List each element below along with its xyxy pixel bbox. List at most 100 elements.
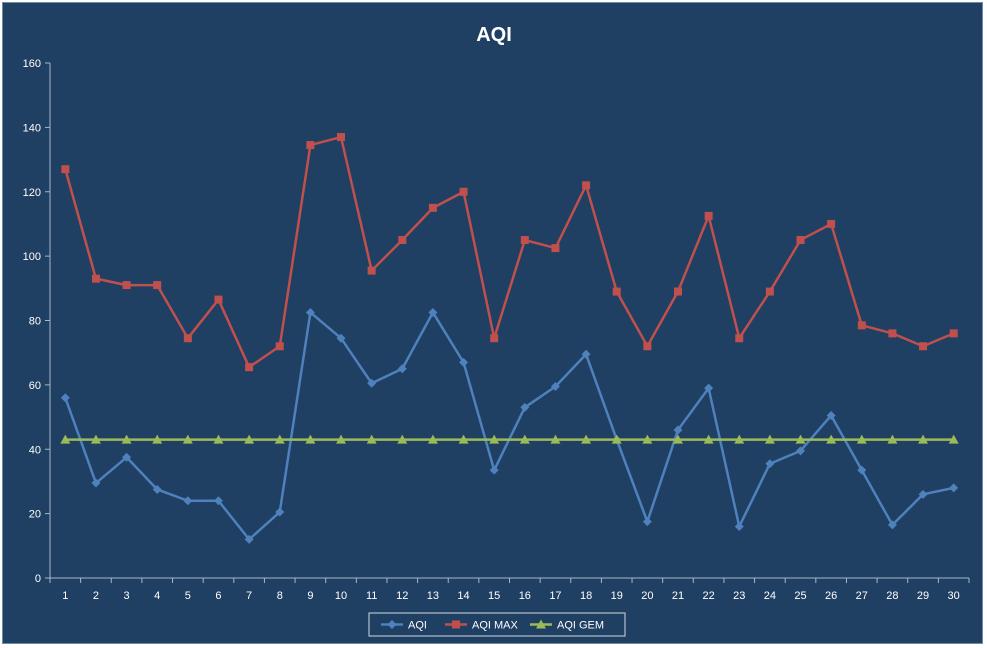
data-point-aqi [275, 507, 285, 517]
data-point-aqi-gem [489, 434, 500, 444]
data-point-aqi-gem [734, 434, 745, 444]
x-tick-label: 10 [335, 590, 347, 602]
data-point-aqi [826, 410, 836, 420]
series-line-aqi-max [64, 135, 955, 369]
x-tick-label: 29 [917, 590, 929, 602]
x-tick-label: 16 [519, 590, 531, 602]
data-point-aqi-gem [642, 434, 653, 444]
data-point-aqi-max [888, 329, 897, 338]
x-tick-label: 26 [825, 590, 837, 602]
data-point-aqi-max [398, 236, 407, 245]
data-point-aqi-max [919, 342, 928, 351]
data-point-aqi-max [949, 329, 958, 338]
data-point-aqi [152, 484, 162, 494]
x-tick-label: 17 [549, 590, 561, 602]
data-point-aqi-gem [121, 434, 132, 444]
data-point-aqi-gem [826, 434, 837, 444]
data-point-aqi-max [551, 244, 560, 253]
data-point-aqi [459, 357, 469, 367]
series-layer [60, 133, 959, 544]
data-point-aqi-gem [519, 434, 530, 444]
data-point-aqi [428, 307, 438, 317]
data-point-aqi-gem [244, 434, 255, 444]
x-tick-label: 28 [886, 590, 898, 602]
x-tick-label: 22 [702, 590, 714, 602]
data-point-aqi-max [459, 187, 468, 196]
data-point-aqi-max [704, 211, 713, 220]
data-point-aqi-gem [366, 434, 377, 444]
x-tick-label: 23 [733, 590, 745, 602]
data-point-aqi-max [61, 165, 70, 174]
y-tick-label: 80 [29, 316, 41, 328]
data-point-aqi-gem [90, 434, 101, 444]
data-point-aqi [581, 349, 591, 359]
legend-marker-aqi-max [452, 620, 460, 629]
data-point-aqi [91, 478, 101, 488]
x-tick-label: 15 [488, 590, 500, 602]
data-point-aqi-gem [581, 434, 592, 444]
legend-marker-aqi [387, 620, 397, 629]
y-tick-label: 160 [23, 58, 41, 70]
data-point-aqi-max [122, 281, 131, 290]
x-tick-label: 18 [580, 590, 592, 602]
data-point-aqi-gem [458, 434, 469, 444]
data-point-aqi [765, 459, 775, 469]
x-tick-label: 1 [62, 590, 68, 602]
data-point-aqi [336, 333, 346, 343]
data-point-aqi-gem [795, 434, 806, 444]
legend: AQI AQI MAX AQI GEM [368, 612, 626, 637]
data-point-aqi [796, 446, 806, 456]
data-point-aqi-max [428, 203, 437, 212]
data-point-aqi-max [520, 236, 529, 245]
legend-marker-aqi-gem [536, 619, 546, 629]
data-point-aqi-gem [60, 434, 71, 444]
data-point-aqi-max [245, 363, 254, 372]
legend-label-aqi: AQI [408, 620, 427, 632]
data-point-aqi-gem [182, 434, 193, 444]
x-tick-label: 30 [948, 590, 960, 602]
data-point-aqi-gem [703, 434, 714, 444]
data-point-aqi [244, 534, 254, 544]
data-point-aqi-max [183, 334, 192, 343]
data-point-aqi [704, 383, 714, 393]
data-point-aqi-max [153, 281, 162, 290]
data-point-aqi [489, 465, 499, 475]
data-point-aqi [520, 402, 530, 412]
data-point-aqi [122, 452, 132, 462]
data-point-aqi-gem [336, 434, 347, 444]
x-tick-label: 9 [307, 590, 313, 602]
y-tick-label: 140 [23, 122, 41, 134]
data-point-aqi-max [765, 287, 774, 296]
legend-label-aqi-max: AQI MAX [472, 620, 519, 632]
data-point-aqi-gem [948, 434, 959, 444]
data-point-aqi [213, 496, 223, 506]
data-point-aqi-gem [764, 434, 775, 444]
data-point-aqi-gem [611, 434, 622, 444]
y-tick-label: 40 [29, 444, 41, 456]
x-tick-label: 24 [764, 590, 776, 602]
data-point-aqi-gem [152, 434, 163, 444]
y-tick-label: 20 [29, 509, 41, 521]
data-point-aqi-max [612, 287, 621, 296]
x-tick-label: 27 [856, 590, 868, 602]
data-point-aqi [734, 522, 744, 531]
data-point-aqi [857, 465, 867, 475]
data-point-aqi [397, 364, 407, 374]
x-tick-label: 13 [427, 590, 439, 602]
data-point-aqi [949, 483, 959, 493]
data-point-aqi-max [582, 181, 591, 190]
data-point-aqi-max [796, 236, 805, 245]
x-tick-label: 4 [154, 590, 160, 602]
data-point-aqi-gem [305, 434, 316, 444]
data-point-aqi-gem [672, 434, 683, 444]
data-point-aqi-gem [887, 434, 898, 444]
data-point-aqi [918, 489, 928, 499]
x-tick-label: 11 [366, 590, 377, 602]
x-tick-label: 20 [641, 590, 653, 602]
legend-label-aqi-gem: AQI GEM [557, 620, 604, 632]
data-point-aqi-max [827, 219, 836, 228]
x-tick-label: 8 [277, 590, 283, 602]
data-point-aqi-gem [427, 434, 438, 444]
data-point-aqi-max [367, 266, 376, 275]
